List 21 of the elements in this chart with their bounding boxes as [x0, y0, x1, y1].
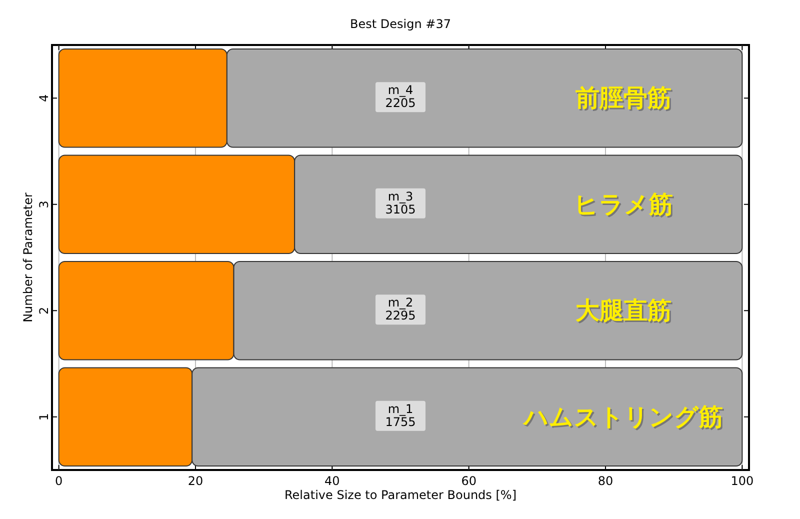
annotation: m_3 3105: [385, 189, 416, 216]
x-axis-title: Relative Size to Parameter Bounds [%]: [284, 488, 516, 502]
annotation: m_2 2295: [385, 296, 416, 323]
y-tick-label: 1: [37, 413, 51, 421]
y-tick-label: 3: [37, 200, 51, 208]
annotation: 前脛骨筋: [576, 86, 674, 114]
x-tick-label: 0: [55, 474, 63, 488]
x-tick-label: 20: [188, 474, 204, 488]
x-tick-label: 60: [461, 474, 476, 488]
annotation: ハムストリング筋: [524, 404, 725, 432]
x-tick-label: 40: [324, 474, 340, 488]
annotation: ヒラメ筋: [576, 192, 675, 220]
x-tick-label: 80: [598, 474, 614, 488]
annotation: m_4 2205: [385, 83, 416, 110]
annotation: 大腿直筋: [577, 298, 674, 326]
y-axis-title: Number of Parameter: [21, 192, 35, 322]
y-tick-label: 2: [37, 306, 51, 314]
y-tick-label: 4: [37, 94, 51, 102]
chart-title: Best Design #37: [350, 17, 451, 31]
x-tick-label: 100: [730, 474, 754, 488]
annotation: m_1 1755: [385, 402, 416, 429]
